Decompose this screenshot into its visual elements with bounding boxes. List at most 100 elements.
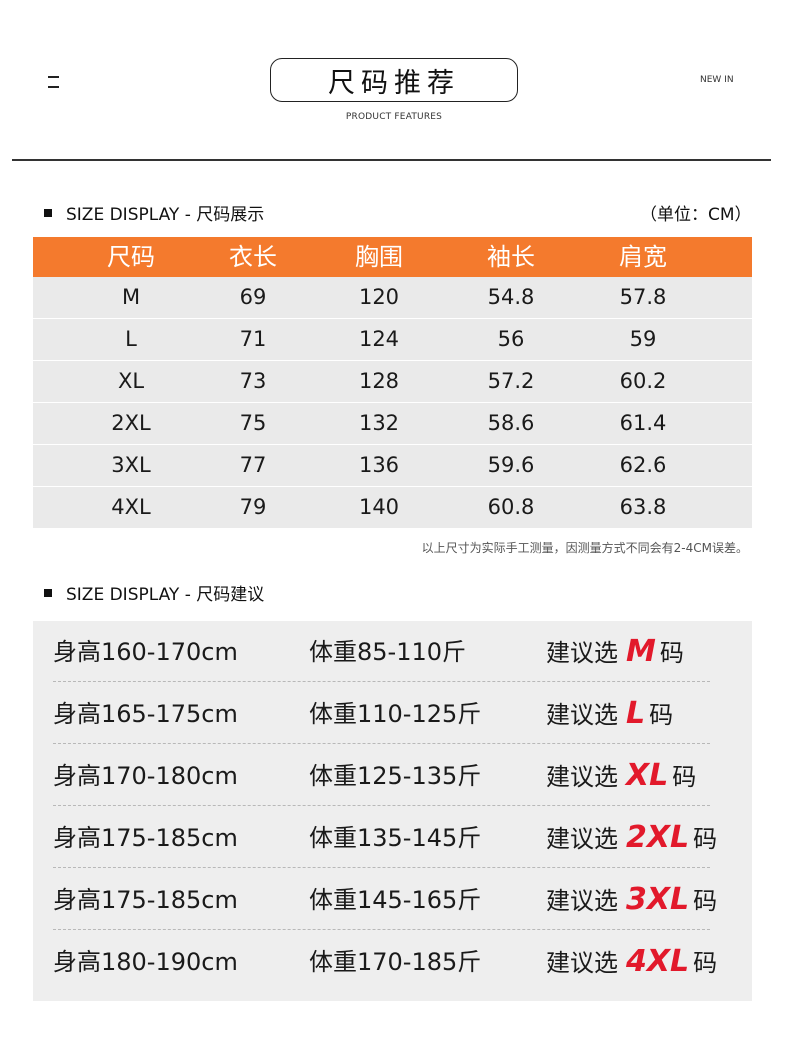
table-cell: 79: [239, 495, 267, 519]
suggested-size: M: [626, 634, 656, 669]
suggest-prefix: 建议选: [546, 763, 618, 791]
table-row: 4XL 79 140 60.8 63.8: [33, 487, 752, 528]
table-row: XL 73 128 57.2 60.2: [33, 361, 752, 403]
table-cell: 58.6: [487, 411, 535, 435]
page-title: 尺码推荐: [270, 58, 518, 102]
table-cell: 128: [358, 369, 400, 393]
table-cell: 75: [239, 411, 267, 435]
bullet-square-icon: [44, 588, 52, 597]
table-cell: XL: [117, 369, 145, 393]
size-suggestion: 建议选 3XL 码: [546, 869, 717, 932]
table-cell: L: [125, 327, 137, 351]
size-advice-heading: SIZE DISPLAY - 尺码建议: [44, 580, 264, 605]
table-cell: M: [121, 285, 141, 309]
menu-icon[interactable]: [48, 76, 59, 88]
table-cell: 124: [358, 327, 400, 351]
bullet-square-icon: [44, 208, 52, 217]
table-row: 3XL 77 136 59.6 62.6: [33, 445, 752, 487]
table-cell: 62.6: [619, 453, 667, 477]
unit-label: （单位：CM）: [640, 205, 752, 225]
table-header-cell: 肩宽: [619, 243, 667, 271]
table-cell: 57.2: [487, 369, 535, 393]
height-range: 身高160-170cm: [53, 638, 238, 666]
advice-row: 身高170-180cm 体重125-135斤 建议选 XL 码: [33, 745, 752, 807]
suggest-prefix: 建议选: [546, 825, 618, 853]
table-cell: 59.6: [487, 453, 535, 477]
suggested-size: 2XL: [626, 820, 690, 855]
advice-row: 身高160-170cm 体重85-110斤 建议选 M 码: [33, 621, 752, 683]
size-suggestion: 建议选 2XL 码: [546, 807, 717, 870]
size-suggestion: 建议选 XL 码: [546, 745, 696, 808]
height-range: 身高180-190cm: [53, 948, 238, 976]
table-header-cell: 袖长: [487, 243, 535, 271]
measurement-note: 以上尺寸为实际手工测量，因测量方式不同会有2-4CM误差。: [421, 541, 748, 555]
table-cell: 69: [239, 285, 267, 309]
new-in-label: NEW IN: [700, 75, 734, 85]
size-suggestion: 建议选 L 码: [546, 683, 673, 746]
table-cell: 4XL: [111, 495, 151, 519]
weight-range: 体重135-145斤: [309, 824, 482, 852]
size-table: 尺码 衣长 胸围 袖长 肩宽 M 69 120 54.8 57.8 L 71 1…: [33, 237, 752, 528]
table-cell: 60.8: [487, 495, 535, 519]
height-range: 身高170-180cm: [53, 762, 238, 790]
advice-row: 身高165-175cm 体重110-125斤 建议选 L 码: [33, 683, 752, 745]
table-cell: 57.8: [619, 285, 667, 309]
dashed-divider: [53, 681, 710, 682]
size-suggestion: 建议选 4XL 码: [546, 931, 717, 994]
page-subtitle: PRODUCT FEATURES: [345, 112, 443, 122]
weight-range: 体重110-125斤: [309, 700, 482, 728]
table-cell: 77: [239, 453, 267, 477]
dashed-divider: [53, 929, 710, 930]
suggest-suffix: 码: [693, 949, 718, 977]
table-cell: 140: [358, 495, 400, 519]
table-row: 2XL 75 132 58.6 61.4: [33, 403, 752, 445]
table-cell: 54.8: [487, 285, 535, 309]
table-cell: 136: [358, 453, 400, 477]
table-cell: 2XL: [111, 411, 151, 435]
table-cell: 56: [497, 327, 525, 351]
height-range: 身高175-185cm: [53, 824, 238, 852]
suggest-prefix: 建议选: [546, 701, 618, 729]
suggest-suffix: 码: [693, 887, 718, 915]
table-header-cell: 胸围: [355, 243, 403, 271]
table-header-cell: 衣长: [229, 243, 277, 271]
table-cell: 63.8: [619, 495, 667, 519]
advice-row: 身高180-190cm 体重170-185斤 建议选 4XL 码: [33, 931, 752, 993]
suggested-size: 4XL: [626, 944, 690, 979]
table-cell: 3XL: [111, 453, 151, 477]
table-cell: 120: [358, 285, 400, 309]
dashed-divider: [53, 743, 710, 744]
table-cell: 59: [629, 327, 657, 351]
advice-row: 身高175-185cm 体重135-145斤 建议选 2XL 码: [33, 807, 752, 869]
weight-range: 体重85-110斤: [309, 638, 467, 666]
table-cell: 73: [239, 369, 267, 393]
suggested-size: 3XL: [626, 882, 690, 917]
dashed-divider: [53, 867, 710, 868]
suggested-size: XL: [626, 758, 669, 793]
size-display-heading-text: SIZE DISPLAY - 尺码展示: [66, 205, 265, 225]
dashed-divider: [53, 805, 710, 806]
size-advice-heading-text: SIZE DISPLAY - 尺码建议: [66, 585, 265, 605]
suggest-prefix: 建议选: [546, 949, 618, 977]
suggested-size: L: [626, 696, 646, 731]
suggest-suffix: 码: [649, 701, 674, 729]
suggest-suffix: 码: [693, 825, 718, 853]
advice-row: 身高175-185cm 体重145-165斤 建议选 3XL 码: [33, 869, 752, 931]
table-cell: 132: [358, 411, 400, 435]
height-range: 身高175-185cm: [53, 886, 238, 914]
height-range: 身高165-175cm: [53, 700, 238, 728]
suggest-prefix: 建议选: [546, 887, 618, 915]
size-display-heading: SIZE DISPLAY - 尺码展示: [44, 200, 264, 225]
weight-range: 体重125-135斤: [309, 762, 482, 790]
table-header-cell: 尺码: [107, 243, 155, 271]
header-divider: [12, 159, 771, 161]
suggest-suffix: 码: [659, 639, 684, 667]
table-row: L 71 124 56 59: [33, 319, 752, 361]
size-advice-panel: 身高160-170cm 体重85-110斤 建议选 M 码 身高165-175cm …: [33, 621, 752, 1001]
table-cell: 71: [239, 327, 267, 351]
suggest-suffix: 码: [672, 763, 697, 791]
table-cell: 60.2: [619, 369, 667, 393]
table-header-row: 尺码 衣长 胸围 袖长 肩宽: [33, 237, 752, 277]
size-suggestion: 建议选 M 码: [546, 621, 684, 684]
table-cell: 61.4: [619, 411, 667, 435]
